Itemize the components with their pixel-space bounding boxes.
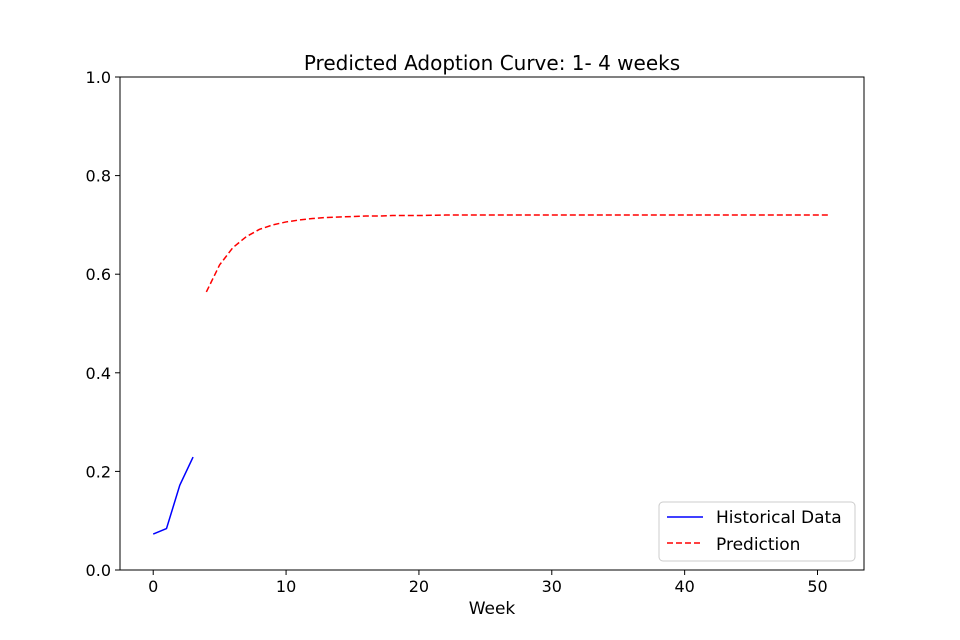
y-tick-label: 0.8 [86, 167, 111, 186]
series-line-prediction [205, 214, 831, 293]
chart-title: Predicted Adoption Curve: 1- 4 weeks [304, 51, 680, 75]
y-tick-label: 0.6 [86, 265, 111, 284]
x-axis: 0 10 20 30 40 50 [148, 570, 828, 596]
legend: Historical Data Prediction [658, 501, 856, 562]
x-tick-label: 10 [276, 577, 296, 596]
x-tick-label: 20 [409, 577, 429, 596]
plot-frame [119, 76, 865, 571]
y-tick-label: 0.0 [86, 561, 111, 580]
series-line-historical [152, 456, 194, 535]
series-layer [152, 214, 831, 535]
legend-label-historical: Historical Data [716, 508, 842, 528]
legend-label-prediction: Prediction [716, 535, 800, 555]
x-tick-label: 30 [542, 577, 562, 596]
x-axis-label: Week [469, 599, 516, 619]
legend-box [658, 501, 856, 562]
x-tick-label: 0 [148, 577, 158, 596]
x-tick-label: 40 [674, 577, 694, 596]
y-tick-label: 1.0 [86, 68, 111, 87]
y-tick-label: 0.4 [86, 364, 111, 383]
y-tick-label: 0.2 [86, 462, 111, 481]
x-tick-label: 50 [807, 577, 827, 596]
y-axis: 0.0 0.2 0.4 0.6 0.8 1.0 [86, 68, 120, 580]
